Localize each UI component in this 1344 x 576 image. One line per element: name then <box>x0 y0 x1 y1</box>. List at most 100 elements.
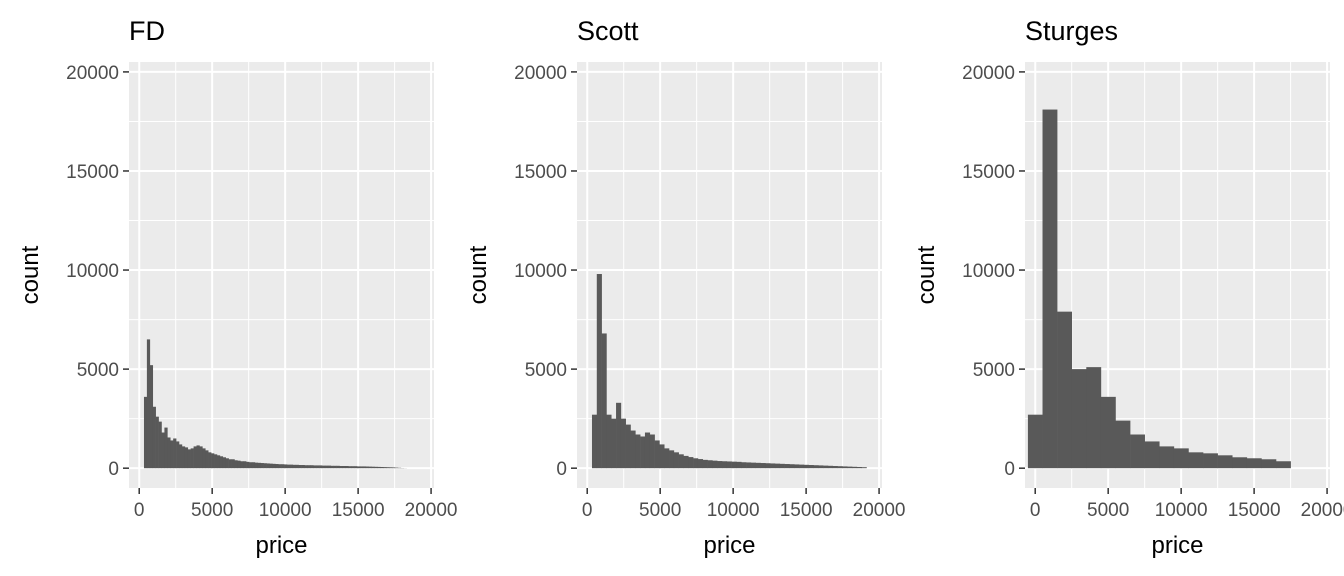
histogram-bar <box>842 466 848 469</box>
histogram-bar <box>193 446 197 469</box>
histogram-bar <box>827 465 834 469</box>
histogram-bar <box>243 461 247 469</box>
histogram-bar <box>316 465 320 469</box>
histogram-bar <box>1188 452 1204 469</box>
histogram-bar <box>336 465 340 469</box>
histogram-bar <box>164 427 168 469</box>
histogram-bar <box>167 437 171 469</box>
x-tick-label: 15000 <box>780 500 833 521</box>
histogram-bar <box>644 432 651 469</box>
panel-title: FD <box>129 16 165 46</box>
histogram-bar <box>371 466 375 469</box>
panel-title: Sturges <box>1025 16 1118 46</box>
x-tick-label: 15000 <box>332 500 385 521</box>
histogram-bar <box>1173 448 1189 469</box>
histogram-bar <box>228 459 232 469</box>
histogram-bar <box>249 462 253 469</box>
x-tick-label: 5000 <box>639 500 681 521</box>
x-tick-label: 0 <box>582 500 593 521</box>
histogram-bar <box>799 464 805 469</box>
histogram-bar <box>606 414 612 469</box>
y-tick-label: 15000 <box>66 162 119 183</box>
histogram-bar <box>750 462 757 469</box>
histogram-bar <box>208 452 212 469</box>
histogram-bar <box>389 467 393 469</box>
histogram-bar <box>354 466 358 469</box>
histogram-bar <box>301 465 305 469</box>
histogram-bar <box>260 463 264 469</box>
x-tick-label: 20000 <box>853 500 906 521</box>
x-tick-label: 20000 <box>1301 500 1344 521</box>
histogram-bar <box>1261 459 1277 469</box>
histogram-bar <box>847 466 853 469</box>
histogram-bar <box>377 466 381 469</box>
y-tick-label: 0 <box>108 459 119 480</box>
panel-background <box>577 62 882 488</box>
histogram-bar <box>231 459 235 469</box>
histogram-bar <box>295 464 299 469</box>
histogram-bar <box>307 465 311 469</box>
histogram-bar <box>365 466 370 469</box>
y-tick-label: 5000 <box>973 360 1015 381</box>
histogram-bar <box>324 465 329 469</box>
histogram-bar <box>611 418 617 469</box>
histogram-bar <box>272 463 276 469</box>
histogram-bar <box>707 460 713 469</box>
histogram-bar <box>330 465 334 469</box>
histogram-bar <box>765 463 771 469</box>
histogram-bar <box>1203 453 1218 469</box>
histogram-bar <box>304 465 308 469</box>
histogram-bar <box>717 461 723 469</box>
histogram-bar <box>832 466 838 469</box>
histogram-bar <box>374 466 378 469</box>
panel-background <box>129 62 434 488</box>
histogram-bar <box>196 445 200 469</box>
histogram-bar <box>784 464 790 469</box>
histogram-bar <box>1217 455 1233 469</box>
histogram-bar <box>1246 458 1262 469</box>
histogram-bar <box>205 450 209 469</box>
histogram-bar <box>240 461 244 469</box>
histogram-bar <box>823 465 829 469</box>
histogram-bar <box>234 460 238 469</box>
histogram-bar <box>289 464 294 469</box>
histogram-bar <box>856 466 862 469</box>
histogram-bar <box>688 457 694 469</box>
histogram-bar <box>683 455 689 469</box>
histogram-bar <box>170 440 174 469</box>
y-tick-label: 0 <box>1004 459 1015 480</box>
histogram-bar <box>184 447 189 469</box>
histogram-bar <box>755 462 761 469</box>
histogram-bar <box>794 464 800 469</box>
y-tick-label: 0 <box>556 459 567 480</box>
histogram-bar <box>392 467 396 469</box>
histogram-bar <box>178 444 183 469</box>
x-tick-label: 15000 <box>1228 500 1281 521</box>
histogram-bar <box>211 453 215 469</box>
histogram-bar <box>1071 369 1087 469</box>
histogram-bar <box>712 460 718 469</box>
histogram-bar <box>322 465 326 469</box>
histogram-panel-sturges: 0 5000 10000 15000 20000 0 5000 10000 15000 20000… <box>913 16 1344 559</box>
histogram-bar <box>1115 420 1131 469</box>
histogram-bar <box>155 416 159 469</box>
histogram-bar <box>173 438 177 469</box>
y-tick-label: 20000 <box>962 63 1015 84</box>
histogram-bar <box>1057 311 1072 469</box>
histogram-bar <box>693 458 699 469</box>
y-axis-label: count <box>913 245 940 304</box>
histogram-bar <box>219 456 224 469</box>
histogram-bar <box>254 462 259 469</box>
histogram-bar <box>625 424 631 469</box>
histogram-bar <box>176 441 180 469</box>
y-tick-label: 20000 <box>514 63 567 84</box>
histogram-bar <box>359 466 364 469</box>
histogram-bar <box>1130 434 1145 469</box>
histogram-bar <box>760 463 766 469</box>
y-tick-label: 10000 <box>962 261 1015 282</box>
histogram-bar <box>190 448 194 469</box>
histogram-bar <box>702 459 708 469</box>
histogram-bar <box>731 461 737 469</box>
histogram-bar <box>263 463 267 469</box>
